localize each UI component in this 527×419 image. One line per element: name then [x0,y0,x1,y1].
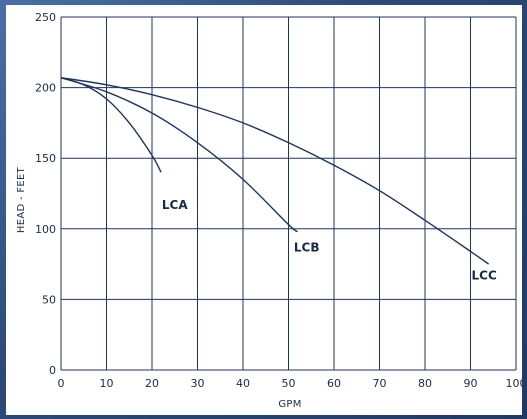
series-layer [60,77,490,265]
x-tick-label: 100 [506,377,523,390]
y-tick-label: 50 [42,293,56,306]
x-tick-label: 80 [418,377,432,390]
series-label-lcb: LCB [294,240,320,254]
x-tick-label: 60 [327,377,341,390]
y-axis-title: HEAD - FEET [16,166,27,233]
y-tick-label: 100 [35,223,56,236]
tick-labels: 0 10 20 30 40 50 60 70 80 90 100 0 50 100 150 200 250 [35,11,522,390]
chart-panel: LCA LCB LCC 0 10 20 30 40 50 60 70 80 90 100 0 50 100 15… [6,5,522,415]
x-tick-label: 70 [373,377,387,390]
x-tick-label: 90 [464,377,478,390]
x-axis-title: GPM [278,399,301,410]
x-tick-label: 20 [145,377,159,390]
series-label-lca: LCA [162,198,188,212]
pump-curve-chart: LCA LCB LCC 0 10 20 30 40 50 60 70 80 90 100 0 50 100 15… [16,11,522,410]
x-tick-label: 10 [100,377,114,390]
series-line-lcc [60,77,490,265]
y-tick-label: 0 [49,364,56,377]
x-tick-label: 50 [282,377,296,390]
x-tick-label: 30 [191,377,205,390]
x-tick-label: 40 [236,377,250,390]
grid-lines [60,16,517,371]
y-tick-label: 200 [35,82,56,95]
series-label-lcc: LCC [472,269,497,283]
x-tick-label: 0 [58,377,65,390]
y-tick-label: 150 [35,152,56,165]
series-line-lcb [60,77,299,233]
y-tick-label: 250 [35,11,56,24]
series-labels: LCA LCB LCC [162,198,497,283]
